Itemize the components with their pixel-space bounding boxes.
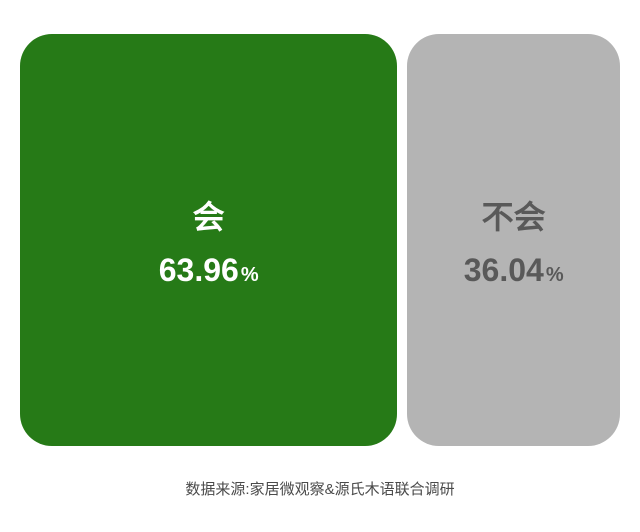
block-yes: 会 63.96 % bbox=[20, 34, 397, 446]
data-source-text: 数据来源:家居微观察&源氏木语联合调研 bbox=[185, 478, 454, 499]
block-yes-number: 63.96 bbox=[159, 252, 239, 289]
block-no: 不会 36.04 % bbox=[407, 34, 620, 446]
percent-sign: % bbox=[241, 264, 259, 287]
block-no-value: 36.04 % bbox=[464, 252, 564, 289]
proportional-chart: 会 63.96 % 不会 36.04 % bbox=[20, 34, 620, 446]
block-no-number: 36.04 bbox=[464, 252, 544, 289]
block-yes-value: 63.96 % bbox=[159, 252, 259, 289]
block-yes-label: 会 bbox=[193, 192, 225, 238]
percent-sign: % bbox=[546, 264, 564, 287]
block-no-label: 不会 bbox=[482, 192, 546, 238]
